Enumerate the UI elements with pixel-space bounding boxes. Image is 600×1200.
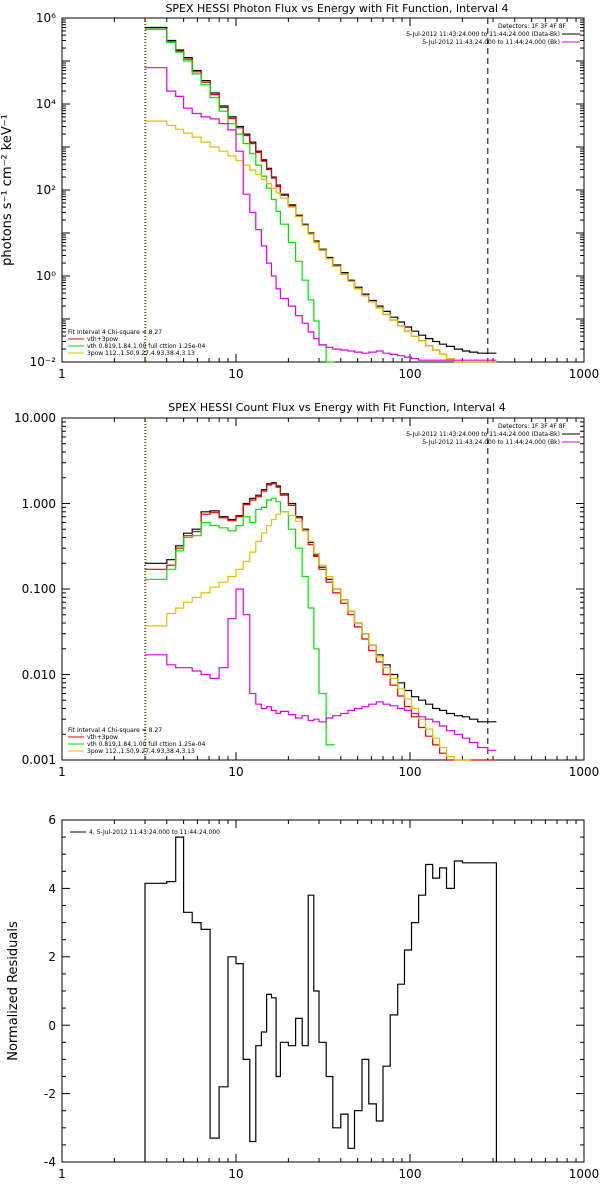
series-line [145,120,497,363]
residuals-panel: Normalized Residuals 1 10 100 1000 -4 -2… [6,813,599,1181]
y-tick-label: 2 [48,950,56,964]
legend-text: vth+3pow [87,734,118,741]
plot-frame [61,417,585,761]
legend-text: 4, 5-Jul-2012 11:43:24.000 to 11:44:24.0… [89,829,220,836]
chart-title: SPEX HESSI Photon Flux vs Energy with Fi… [165,2,508,15]
plot-frame [61,17,585,363]
legend-text: 3pow 112.,1.50,9.27,4.93,38.4,3.13 [87,748,195,755]
x-tick-label: 1 [58,1167,66,1181]
y-tick-label: 0 [48,1019,56,1033]
y-tick-label: 10.000 [14,411,56,425]
legend-bottom-left: Fit Interval 4 Chi-square = 8.27 vth+3po… [68,727,205,755]
x-tick-label: 100 [399,1167,422,1181]
y-tick-label: 6 [48,813,56,827]
y-tick-label: -2 [44,1087,56,1101]
y-tick-label: 4 [48,882,56,896]
legend-top-right: Detectors: 1F 3F 4F 8F 5-Jul-2012 11:43:… [406,23,580,46]
legend-text: 3pow 112.,1.50,9.27,4.93,38.4,3.13 [87,350,195,357]
y-tick-label: 0.001 [22,753,56,767]
x-tick-label: 100 [399,765,422,779]
legend-text: vth 0.819,1.84,1.00 full cttion 1.25e-04 [87,741,205,748]
y-tick-label: 10⁰ [36,269,56,283]
y-tick-label: -4 [44,1155,56,1169]
y-tick-label: 10² [36,183,56,197]
y-axis-label: Normalized Residuals [6,921,21,1061]
series-line [145,588,497,751]
legend-text: Fit Interval 4 Chi-square = 8.27 [68,329,162,336]
legend-bottom-left: Fit Interval 4 Chi-square = 8.27 vth+3po… [68,329,205,357]
y-tick-label: 10⁶ [36,11,56,25]
legend-text: vth 0.819,1.84,1.00 full cttion 1.25e-04 [87,343,205,350]
series-line [145,482,497,723]
series-line [145,28,335,363]
y-axis-label: photons s⁻¹ cm⁻² keV⁻¹ [0,114,15,266]
x-tick-label: 10 [228,1167,243,1181]
y-tick-label: 0.010 [22,668,56,682]
photon-flux-panel: SPEX HESSI Photon Flux vs Energy with Fi… [0,2,599,381]
legend-text: Detectors: 1F 3F 4F 8F [498,23,567,30]
series-line [145,28,497,363]
legend-text: 5-Jul-2012 11:43:24.000 to 11:44:24.000 … [422,439,560,446]
y-tick-label: 1.000 [22,497,56,511]
series-line [144,836,497,1162]
legend-text: Fit Interval 4 Chi-square = 8.27 [68,727,162,734]
series-line [145,497,335,746]
x-tick-label: 1000 [569,367,600,381]
x-tick-label: 10 [228,367,243,381]
x-tick-label: 1000 [569,765,600,779]
legend-text: Detectors: 1F 3F 4F 8F [498,423,567,430]
y-tick-label: 10⁻² [30,355,57,369]
plot-frame [61,819,585,1163]
legend-top-right: Detectors: 1F 3F 4F 8F 5-Jul-2012 11:43:… [406,423,580,446]
series-line [145,67,497,361]
chart-title: SPEX HESSI Count Flux vs Energy with Fit… [168,401,505,414]
legend-text: 5-Jul-2012 11:43:24.000 to 11:44:24.000 … [406,431,560,438]
legend-text: 5-Jul-2012 11:43:24.000 to 11:44:24.000 … [422,39,560,46]
legend-text: 5-Jul-2012 11:43:24.000 to 11:44:24.000 … [406,31,560,38]
x-tick-label: 10 [228,765,243,779]
x-tick-label: 1 [58,765,66,779]
x-tick-label: 1 [58,367,66,381]
x-tick-label: 100 [399,367,422,381]
count-flux-panel: SPEX HESSI Count Flux vs Energy with Fit… [14,401,599,779]
legend-text: vth+3pow [87,336,118,343]
y-tick-label: 0.100 [22,582,56,596]
series-line [145,483,497,761]
legend-top-left: 4, 5-Jul-2012 11:43:24.000 to 11:44:24.0… [70,829,220,836]
series-line [145,511,471,761]
x-tick-label: 1000 [569,1167,600,1181]
series-line [145,26,497,354]
y-tick-label: 10⁴ [36,97,56,111]
